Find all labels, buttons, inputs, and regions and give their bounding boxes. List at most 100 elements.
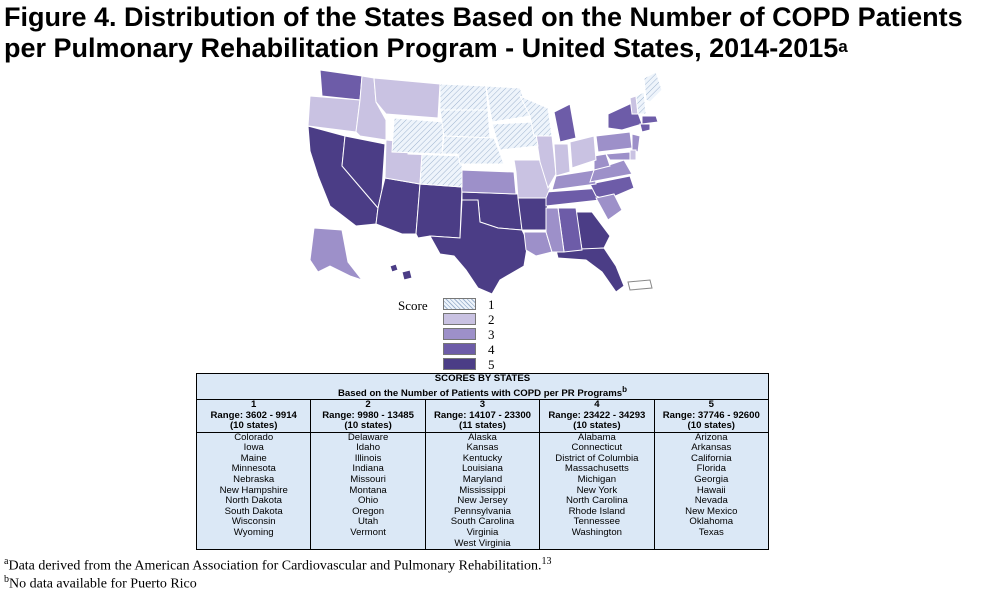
state-name: Idaho <box>356 442 381 454</box>
state-south-dakota <box>439 109 491 139</box>
state-south-carolina <box>595 193 623 221</box>
state-mississippi <box>545 207 565 253</box>
state-name: Kansas <box>466 442 499 454</box>
state-name: Kentucky <box>462 452 503 464</box>
scores-by-states-table: SCORES BY STATES Based on the Number of … <box>195 372 770 551</box>
state-name: New York <box>576 484 618 496</box>
state-name: Colorado <box>234 431 274 443</box>
state-new-mexico <box>415 183 463 239</box>
state-north-dakota <box>439 83 489 111</box>
state-oregon <box>307 95 361 133</box>
puerto-rico <box>627 279 653 291</box>
state-maine <box>643 71 663 103</box>
state-washington <box>319 69 363 101</box>
state-indiana <box>553 143 571 177</box>
state-iowa <box>491 121 539 151</box>
state-pennsylvania <box>595 131 633 153</box>
state-colorado <box>407 153 463 188</box>
state-name: Nebraska <box>233 474 275 486</box>
state-virginia <box>589 159 633 183</box>
state-michigan <box>553 103 577 143</box>
state-name: Louisiana <box>461 463 504 475</box>
legend-label: 5 <box>488 357 495 372</box>
state-name: Michigan <box>577 474 617 486</box>
legend-label: 3 <box>488 327 495 342</box>
state-name: Florida <box>696 463 726 475</box>
state-montana <box>373 77 441 119</box>
title-line-2: per Pulmonary Rehabilitation Program - U… <box>4 33 848 63</box>
state-delaware <box>629 149 637 161</box>
state-wyoming <box>391 117 445 155</box>
state-name: Wisconsin <box>231 516 276 528</box>
state-name: District of Columbia <box>555 452 639 464</box>
state-name: Connecticut <box>571 442 623 454</box>
state-name: New Jersey <box>457 495 508 507</box>
state-ohio <box>569 135 597 169</box>
state-west-virginia <box>593 153 611 171</box>
state-arkansas <box>517 197 549 231</box>
state-maryland <box>605 151 631 161</box>
footnote-text: Data derived from the American Associati… <box>8 558 542 574</box>
table-header: SCORES BY STATES Based on the Number of … <box>196 372 769 401</box>
state-name: Rhode Island <box>568 505 626 517</box>
state-hawaii <box>389 263 413 281</box>
column-header-score-3: 3 Range: 14107 - 23300 (11 states) <box>424 399 541 433</box>
state-name: South Dakota <box>224 505 283 517</box>
legend-swatch <box>443 343 476 355</box>
state-connecticut <box>639 123 651 133</box>
state-name: Alaska <box>468 431 497 443</box>
state-list-score-5: Arizona Arkansas California Florida Georgia H… <box>653 431 770 551</box>
state-name: New Hampshire <box>219 484 288 496</box>
state-name: California <box>691 452 732 464</box>
legend-swatch <box>443 298 476 310</box>
state-name: Tennessee <box>573 516 621 528</box>
state-name: North Dakota <box>225 495 282 507</box>
state-name: Massachusetts <box>564 463 629 475</box>
state-louisiana <box>523 231 553 257</box>
footnote-b: bNo data available for Puerto Rico <box>4 574 197 593</box>
state-massachusetts <box>641 115 659 125</box>
state-name: Oklahoma <box>689 516 734 528</box>
legend-swatch <box>443 358 476 370</box>
state-name: Hawaii <box>696 484 726 496</box>
state-name: Maryland <box>462 474 503 486</box>
footnote-a: aData derived from the American Associat… <box>4 556 551 575</box>
table-subtitle: Based on the Number of Patients with COP… <box>337 384 628 399</box>
state-minnesota <box>485 85 531 123</box>
state-name: Washington <box>571 527 623 539</box>
state-name: Missouri <box>350 474 386 486</box>
state-name: Delaware <box>347 431 389 443</box>
us-choropleth-map <box>307 69 663 295</box>
state-texas <box>429 199 529 295</box>
state-wisconsin <box>518 95 553 137</box>
state-name: Illinois <box>354 452 382 464</box>
state-name: Oregon <box>352 505 385 517</box>
legend-label: 4 <box>488 342 495 357</box>
state-name: Nevada <box>694 495 728 507</box>
state-name: Utah <box>357 516 379 528</box>
state-alaska <box>309 227 364 281</box>
state-name: New Mexico <box>685 505 738 517</box>
column-header-score-4: 4 Range: 23422 - 34293 (10 states) <box>539 399 655 433</box>
state-name: Pennsylvania <box>453 505 512 517</box>
state-north-carolina <box>589 175 635 201</box>
state-name: Minnesota <box>231 463 276 475</box>
title-superscript: a <box>838 37 848 56</box>
state-name: Indiana <box>352 463 384 475</box>
state-new-hampshire <box>635 91 647 115</box>
state-florida <box>555 247 625 293</box>
state-name: Georgia <box>694 474 729 486</box>
legend-title: Score <box>398 298 428 313</box>
table-title: SCORES BY STATES <box>434 373 531 384</box>
state-name: Alabama <box>577 431 616 443</box>
state-name: North Carolina <box>565 495 628 507</box>
state-name: South Carolina <box>450 516 515 528</box>
state-name: Ohio <box>357 495 379 507</box>
state-arizona <box>375 177 421 235</box>
footnote-marker: b <box>4 574 9 585</box>
figure-title: Figure 4. Distribution of the States Bas… <box>4 2 994 64</box>
state-nebraska <box>441 135 505 165</box>
column-header-score-1: 1 Range: 3602 - 9914 (10 states) <box>195 399 312 433</box>
state-list-score-1: Colorado Iowa Maine Minnesota Nebraska New Ha… <box>195 431 312 551</box>
column-header-score-2: 2 Range: 9980 - 13485 (10 states) <box>310 399 426 433</box>
